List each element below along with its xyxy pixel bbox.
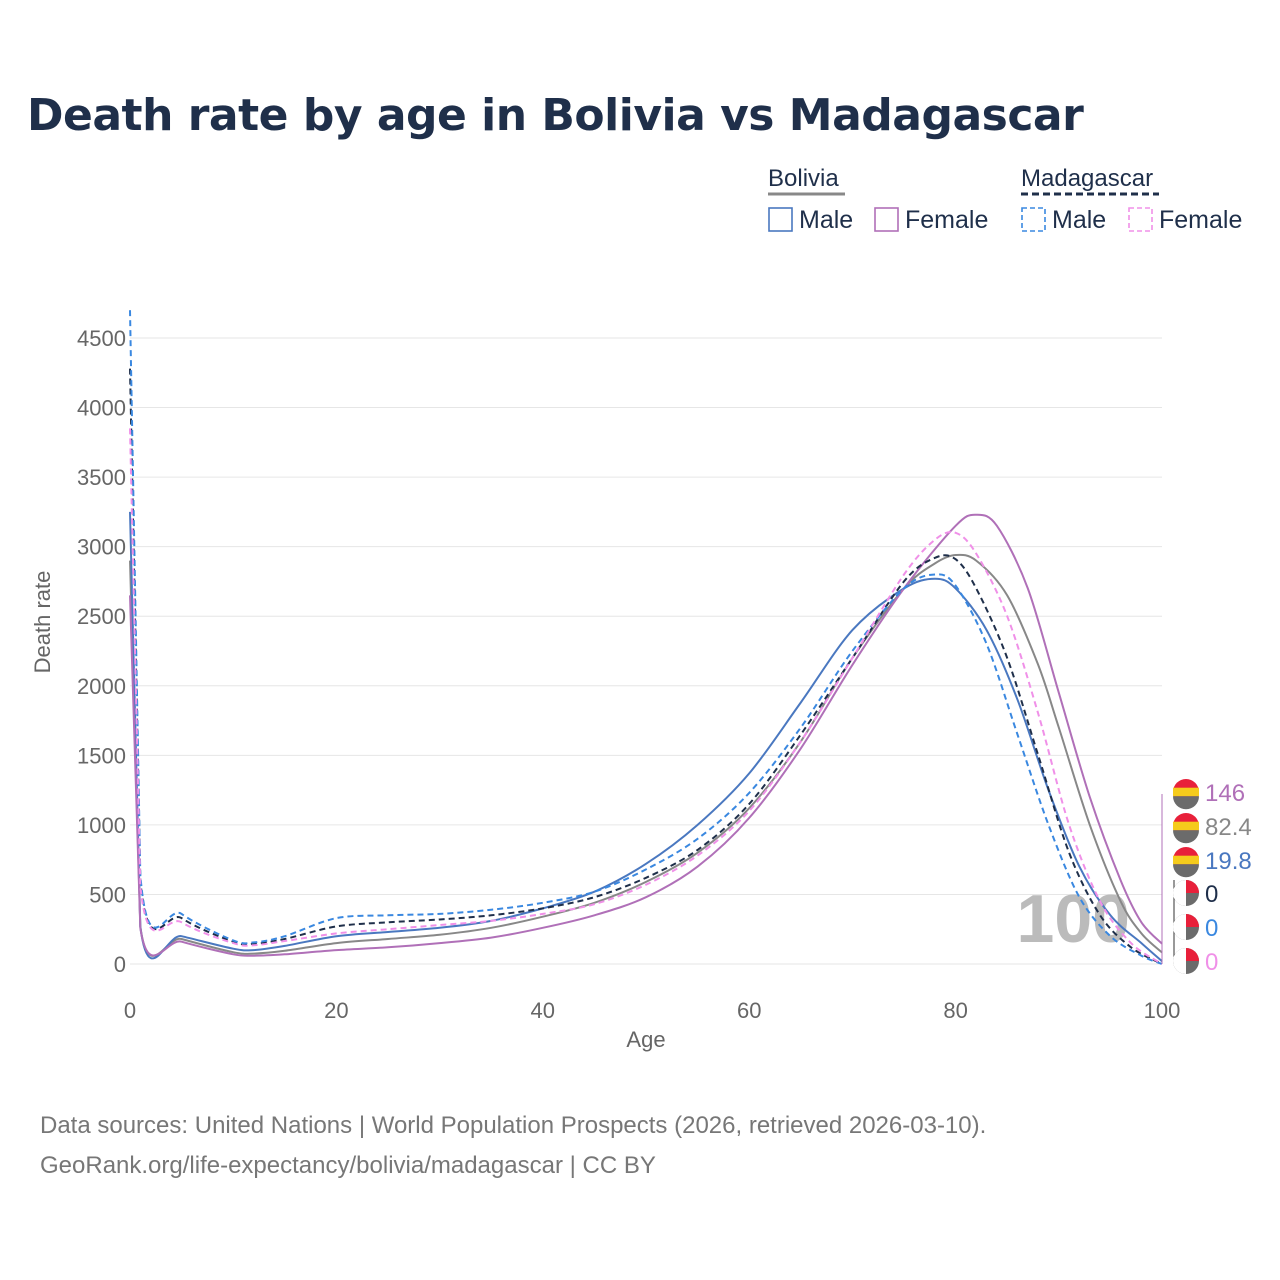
y-tick-label: 3500 [77, 465, 126, 490]
flag-part [1186, 948, 1199, 961]
end-label-flag-bolivia-icon [1173, 813, 1199, 844]
source-line-2: GeoRank.org/life-expectancy/bolivia/mada… [40, 1152, 656, 1179]
y-tick-label: 2500 [77, 604, 126, 629]
flag-part [1173, 864, 1199, 878]
y-tick-label: 3000 [77, 535, 126, 560]
legend-group-title: Bolivia [768, 165, 839, 192]
series-lines [129, 310, 1163, 965]
y-axis: 0 500 1000 1500 2000 2500 3000 3500 4000 4500 [77, 326, 126, 977]
legend-swatch-madagascar-female[interactable] [1128, 207, 1153, 232]
end-label-value: 0 [1205, 949, 1218, 976]
end-label-value: 0 [1205, 881, 1218, 908]
legend-label[interactable]: Female [905, 206, 988, 234]
x-tick-label: 20 [324, 998, 348, 1023]
end-label-flag-bolivia-icon [1173, 779, 1199, 810]
flag-part [1186, 914, 1199, 927]
end-label-flag-madagascar-icon [1173, 948, 1199, 974]
y-tick-label: 4500 [77, 326, 126, 351]
chart-title: Death rate by age in Bolivia vs Madagasc… [27, 90, 1084, 141]
x-axis-label: Age [626, 1027, 665, 1052]
grid [130, 337, 1162, 965]
flag-part [1173, 948, 1186, 974]
end-label-value: 19.8 [1205, 848, 1252, 875]
legend-label[interactable]: Female [1159, 206, 1242, 234]
y-tick-label: 1500 [77, 743, 126, 768]
legend-group-title: Madagascar [1021, 165, 1153, 192]
series-line-bolivia-male [129, 511, 1163, 962]
legend-swatch-madagascar-male[interactable] [1021, 207, 1046, 232]
series-line-bolivia-total [129, 553, 1163, 957]
end-label-flag-bolivia-icon [1173, 847, 1199, 878]
series-line-madagascar-male [129, 310, 1163, 965]
source-line-1: Data sources: United Nations | World Pop… [40, 1112, 987, 1139]
legend[interactable]: Bolivia Madagascar Male Female Male Female [768, 165, 1242, 234]
flag-part [1173, 880, 1186, 906]
y-tick-label: 1000 [77, 813, 126, 838]
y-tick-label: 0 [114, 952, 126, 977]
x-tick-label: 0 [124, 998, 136, 1023]
y-tick-label: 4000 [77, 396, 126, 421]
series-line-madagascar-total [129, 368, 1163, 965]
y-tick-label: 2000 [77, 674, 126, 699]
x-tick-label: 40 [531, 998, 555, 1023]
source-note: Data sources: United Nations | World Pop… [40, 1106, 986, 1186]
x-tick-label: 80 [943, 998, 967, 1023]
legend-label[interactable]: Male [1052, 206, 1106, 234]
y-axis-label: Death rate [30, 571, 55, 674]
series-line-bolivia-female [129, 513, 1163, 957]
flag-part [1173, 855, 1199, 865]
end-labels: 146 82.4 19.8 0 0 0 [1161, 779, 1252, 976]
end-label-value: 0 [1205, 915, 1218, 942]
legend-swatch-bolivia-female[interactable] [874, 207, 899, 232]
x-axis: 0 20 40 60 80 100 [124, 998, 1180, 1023]
flag-part [1186, 880, 1199, 893]
flag-part [1173, 821, 1199, 831]
flag-part [1173, 914, 1186, 940]
legend-label[interactable]: Male [799, 206, 853, 234]
end-label-value: 146 [1205, 780, 1245, 807]
flag-part [1173, 830, 1199, 844]
series-line-madagascar-female [129, 428, 1163, 965]
flag-part [1173, 796, 1199, 810]
flag-part [1173, 787, 1199, 797]
end-label-flag-madagascar-icon [1173, 914, 1199, 940]
end-label-value: 82.4 [1205, 814, 1252, 841]
end-label-flag-madagascar-icon [1173, 880, 1199, 906]
x-tick-label: 60 [737, 998, 761, 1023]
y-tick-label: 500 [89, 882, 126, 907]
legend-swatch-bolivia-male[interactable] [768, 207, 793, 232]
x-tick-label: 100 [1144, 998, 1181, 1023]
